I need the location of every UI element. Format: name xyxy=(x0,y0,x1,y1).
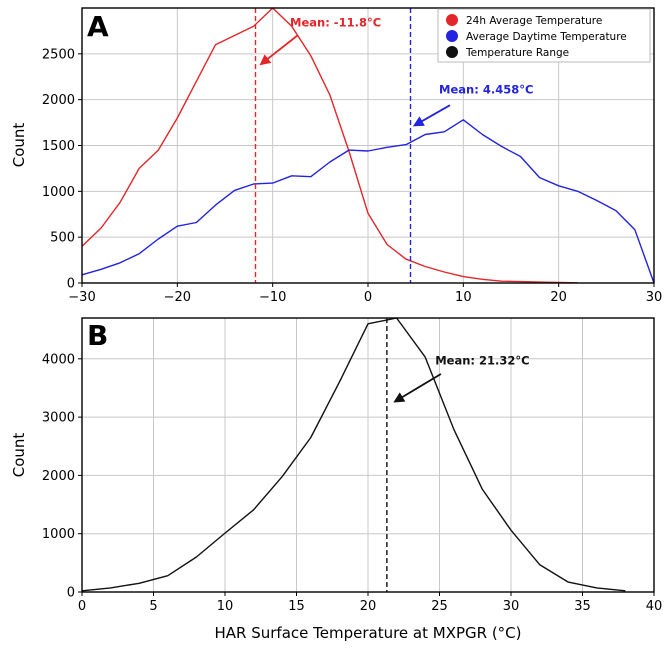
legend-box xyxy=(437,8,651,63)
x-tick-label: 10 xyxy=(217,599,234,614)
y-axis-label-b: Count xyxy=(10,433,28,478)
series-line xyxy=(81,7,578,284)
x-tick-label: 20 xyxy=(360,599,377,614)
panel-b: Mean: 21.32°C 0 5 10 15 20 25 30 35 40 0 1000 2000 3… xyxy=(10,317,662,614)
series-b xyxy=(81,317,626,592)
x-tick-label: 30 xyxy=(503,599,520,614)
x-tick-label: 35 xyxy=(574,599,591,614)
legend-label-24h: 24h Average Temperature xyxy=(466,15,602,27)
y-tick-label: 0 xyxy=(67,586,75,601)
legend-marker-daytime xyxy=(446,30,458,42)
legend-label-daytime: Average Daytime Temperature xyxy=(466,31,627,43)
ticks-b: 0 5 10 15 20 25 30 35 40 0 1000 2000 3000 4000 xyxy=(42,352,662,614)
x-tick-label: 15 xyxy=(288,599,305,614)
y-tick-label: 1500 xyxy=(42,139,75,154)
panel-label-b: B xyxy=(87,319,108,352)
legend-marker-range xyxy=(446,46,458,58)
y-tick-label: 0 xyxy=(67,277,75,292)
legend: 24h Average Temperature Average Daytime … xyxy=(437,8,651,63)
series-a xyxy=(81,7,655,284)
mean-lines-a: Mean: -11.8°C Mean: 4.458°C xyxy=(254,8,533,283)
x-tick-label: 0 xyxy=(364,290,372,305)
mean-label: Mean: -11.8°C xyxy=(290,15,381,29)
legend-marker-24h xyxy=(446,14,458,26)
y-tick-label: 2000 xyxy=(42,469,75,484)
mean-label: Mean: 21.32°C xyxy=(435,354,529,368)
panel-label-a: A xyxy=(87,10,109,43)
y-tick-label: 1000 xyxy=(42,527,75,542)
panel-a: Mean: -11.8°C Mean: 4.458°C −30 −20 −10 0 10 2… xyxy=(10,7,662,305)
y-tick-label: 500 xyxy=(50,231,75,246)
x-tick-label: −30 xyxy=(68,290,95,305)
x-tick-label: −20 xyxy=(164,290,191,305)
x-tick-label: 5 xyxy=(149,599,157,614)
series-line xyxy=(81,317,626,592)
x-tick-label: 0 xyxy=(78,599,86,614)
y-tick-label: 2000 xyxy=(42,93,75,108)
mean-lines-b: Mean: 21.32°C xyxy=(386,318,530,592)
x-tick-label: 10 xyxy=(455,290,472,305)
y-tick-label: 1000 xyxy=(42,185,75,200)
grid-b xyxy=(81,318,655,593)
x-tick-label: 30 xyxy=(646,290,663,305)
y-axis-label-a: Count xyxy=(10,123,28,168)
x-tick-label: −10 xyxy=(259,290,286,305)
y-tick-label: 2500 xyxy=(42,47,75,62)
series-line xyxy=(81,119,655,284)
x-axis-label: HAR Surface Temperature at MXPGR (°C) xyxy=(214,624,521,642)
x-tick-label: 40 xyxy=(646,599,663,614)
y-tick-label: 3000 xyxy=(42,411,75,426)
mean-label: Mean: 4.458°C xyxy=(439,82,533,96)
x-tick-label: 25 xyxy=(431,599,448,614)
mean-arrow xyxy=(393,373,442,403)
legend-label-range: Temperature Range xyxy=(465,47,569,59)
y-tick-label: 4000 xyxy=(42,352,75,367)
x-tick-label: 20 xyxy=(550,290,567,305)
mean-arrow xyxy=(412,104,451,127)
ticks-a: −30 −20 −10 0 10 20 30 0 500 1000 1500 2000 2500 xyxy=(42,47,662,305)
mean-arrow xyxy=(259,34,299,66)
